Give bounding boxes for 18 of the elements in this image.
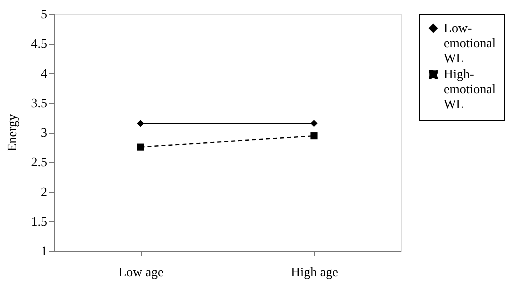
point	[137, 144, 144, 151]
point	[310, 132, 318, 140]
y-tick-label: 2	[41, 184, 48, 200]
legend-label: Low-emotional WL	[444, 20, 496, 66]
x-tick-label: High age	[291, 264, 339, 280]
point	[310, 120, 318, 128]
point	[137, 120, 144, 128]
y-tick-label: 4	[41, 66, 48, 81]
y-tick-label: 1.5	[31, 214, 48, 229]
x-tick-label: Low age	[118, 264, 164, 280]
y-tick-label: 1	[41, 244, 48, 258]
legend-label: High-emotional WL	[444, 66, 496, 112]
y-tick-label: 3	[41, 125, 48, 140]
y-tick-label: 5	[41, 6, 48, 22]
y-axis-title: Energy	[4, 114, 20, 152]
y-tick-label: 2.5	[31, 154, 48, 170]
y-tick-label: 3.5	[31, 95, 48, 110]
y-tick-label: 4.5	[31, 36, 48, 52]
